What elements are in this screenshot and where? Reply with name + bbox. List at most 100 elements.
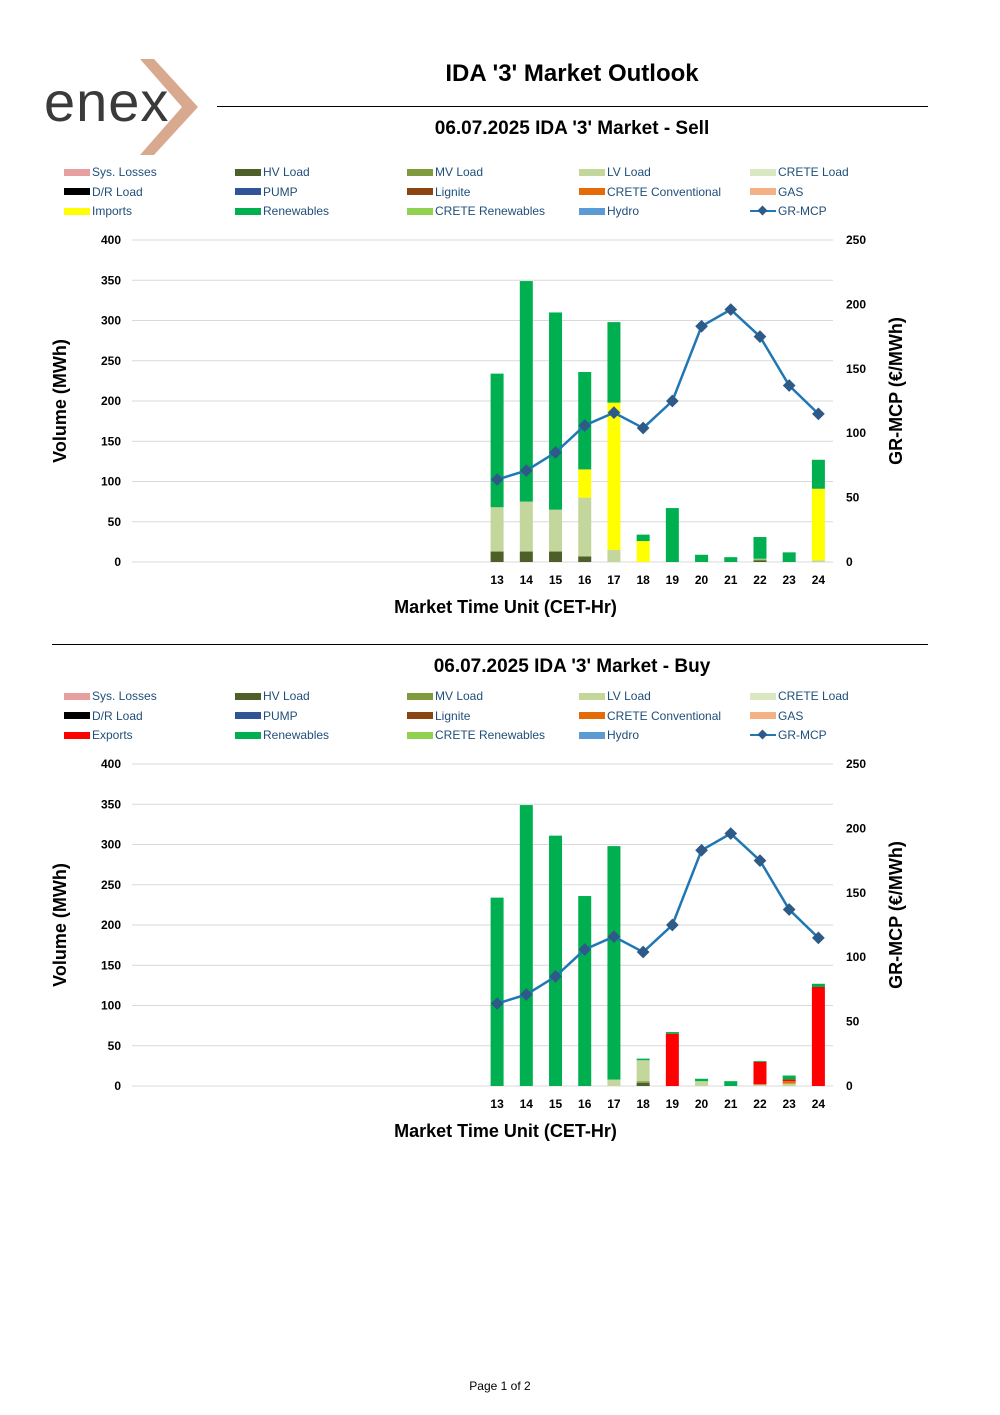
bar-renewables bbox=[636, 1058, 650, 1061]
enex-logo: enex bbox=[40, 55, 210, 160]
legend-item-sys-losses: Sys. Losses bbox=[64, 165, 157, 179]
y-tick-label: 0 bbox=[114, 1079, 121, 1093]
legend-label: CRETE Renewables bbox=[435, 728, 546, 742]
y-tick-label: 150 bbox=[101, 958, 121, 972]
bar-imports bbox=[811, 488, 825, 561]
y-tick-label: 50 bbox=[108, 515, 122, 529]
legend-label: CRETE Conventional bbox=[607, 184, 722, 199]
legend-item-d-r-load: D/R Load bbox=[64, 185, 143, 199]
x-axis-title: Market Time Unit (CET-Hr) bbox=[394, 1121, 617, 1141]
page-title: IDA '3' Market Outlook bbox=[445, 60, 699, 87]
y-axis-title: Volume (MWh) bbox=[50, 339, 70, 463]
x-tick-label: 23 bbox=[783, 1097, 797, 1111]
x-tick-label: 15 bbox=[549, 1097, 563, 1111]
legend-item-gas: GAS bbox=[750, 185, 803, 199]
bar-lv-load bbox=[578, 497, 592, 557]
y2-axis-title: GR-MCP (€/MWh) bbox=[886, 317, 906, 465]
x-tick-label: 20 bbox=[695, 1097, 709, 1111]
y2-tick-label: 150 bbox=[846, 362, 866, 376]
y2-tick-label: 100 bbox=[846, 426, 866, 440]
legend-label: D/R Load bbox=[92, 184, 143, 199]
page-footer: Page 1 of 2 bbox=[469, 1379, 531, 1393]
y-tick-label: 350 bbox=[101, 273, 121, 287]
bar-hv-load bbox=[578, 556, 592, 562]
y-tick-label: 300 bbox=[101, 314, 121, 328]
bar-exports bbox=[811, 986, 825, 1086]
bar-mv-load bbox=[753, 559, 767, 561]
legend-item-hydro: Hydro bbox=[579, 728, 639, 742]
bar-hv-load bbox=[549, 551, 563, 562]
legend-item-pump: PUMP bbox=[235, 185, 298, 199]
legend-swatch bbox=[64, 692, 90, 700]
y-tick-label: 400 bbox=[101, 233, 121, 247]
x-tick-label: 24 bbox=[812, 573, 826, 587]
bar-lv-load bbox=[549, 509, 563, 552]
legend-item-gr-mcp: GR-MCP bbox=[750, 204, 827, 218]
legend-swatch bbox=[64, 731, 90, 739]
legend-label: Renewables bbox=[263, 728, 330, 742]
legend-swatch bbox=[407, 188, 433, 195]
legend-swatch bbox=[64, 712, 90, 719]
bar-imports bbox=[636, 541, 650, 562]
legend-item-pump: PUMP bbox=[235, 709, 298, 723]
y2-axis-title: GR-MCP (€/MWh) bbox=[886, 841, 906, 989]
legend-item-crete-renewables: CRETE Renewables bbox=[407, 728, 545, 742]
gr-mcp-point bbox=[490, 473, 504, 486]
legend-label: GR-MCP bbox=[778, 728, 827, 742]
x-tick-label: 18 bbox=[636, 1097, 650, 1111]
y2-tick-label: 200 bbox=[846, 821, 866, 835]
y2-tick-label: 50 bbox=[846, 491, 860, 505]
y-tick-label: 200 bbox=[101, 918, 121, 932]
y2-tick-label: 200 bbox=[846, 297, 866, 311]
legend-swatch bbox=[235, 188, 261, 195]
legend-item-crete-conventional: CRETE Conventional bbox=[579, 185, 721, 199]
bar-renewables bbox=[490, 373, 504, 508]
legend-label: Hydro bbox=[607, 204, 640, 218]
y-tick-label: 150 bbox=[101, 434, 121, 448]
legend-swatch bbox=[750, 168, 776, 176]
legend-item-hv-load: HV Load bbox=[235, 165, 310, 179]
x-tick-label: 14 bbox=[520, 573, 534, 587]
x-tick-label: 19 bbox=[666, 1097, 680, 1111]
legend-item-lignite: Lignite bbox=[407, 185, 470, 199]
legend-label: CRETE Load bbox=[778, 165, 849, 179]
y-tick-label: 100 bbox=[101, 475, 121, 489]
legend-item-lv-load: LV Load bbox=[579, 689, 651, 703]
legend-swatch bbox=[235, 692, 261, 700]
legend-item-crete-conventional: CRETE Conventional bbox=[579, 709, 721, 723]
legend-label: GAS bbox=[778, 184, 804, 199]
bar-renewables bbox=[724, 557, 738, 562]
legend-swatch bbox=[235, 207, 261, 215]
legend-label: Exports bbox=[92, 728, 133, 742]
legend-swatch bbox=[407, 712, 433, 719]
legend-swatch bbox=[407, 207, 433, 215]
x-tick-label: 17 bbox=[607, 573, 621, 587]
legend-label: PUMP bbox=[263, 184, 298, 199]
legend-item-crete-load: CRETE Load bbox=[750, 165, 849, 179]
x-tick-label: 23 bbox=[783, 573, 797, 587]
y-tick-label: 250 bbox=[101, 878, 121, 892]
bar-exports bbox=[782, 1079, 796, 1082]
legend-label: CRETE Renewables bbox=[435, 204, 546, 218]
y2-tick-label: 0 bbox=[846, 1079, 853, 1093]
y-tick-label: 200 bbox=[101, 394, 121, 408]
legend-swatch bbox=[407, 731, 433, 739]
bar-lv-load bbox=[490, 507, 504, 552]
bar-renewables bbox=[753, 537, 767, 559]
bar-exports bbox=[753, 1061, 767, 1085]
legend-item-d-r-load: D/R Load bbox=[64, 709, 143, 723]
legend-swatch bbox=[750, 692, 776, 700]
legend-label: LV Load bbox=[607, 165, 651, 179]
x-tick-label: 16 bbox=[578, 573, 592, 587]
legend-item-imports: Imports bbox=[64, 204, 132, 218]
legend-item-lignite: Lignite bbox=[407, 709, 470, 723]
bar-renewables bbox=[578, 896, 592, 1086]
legend-swatch bbox=[64, 188, 90, 195]
y-axis-title: Volume (MWh) bbox=[50, 863, 70, 987]
legend-swatch bbox=[750, 730, 776, 740]
y-tick-label: 400 bbox=[101, 757, 121, 771]
x-tick-label: 21 bbox=[724, 1097, 738, 1111]
x-tick-label: 22 bbox=[753, 573, 767, 587]
sell-chart: 0 50 100 150 200 250 300 350 400 0 50 100 150 200 250 1… bbox=[50, 233, 906, 617]
x-tick-label: 22 bbox=[753, 1097, 767, 1111]
